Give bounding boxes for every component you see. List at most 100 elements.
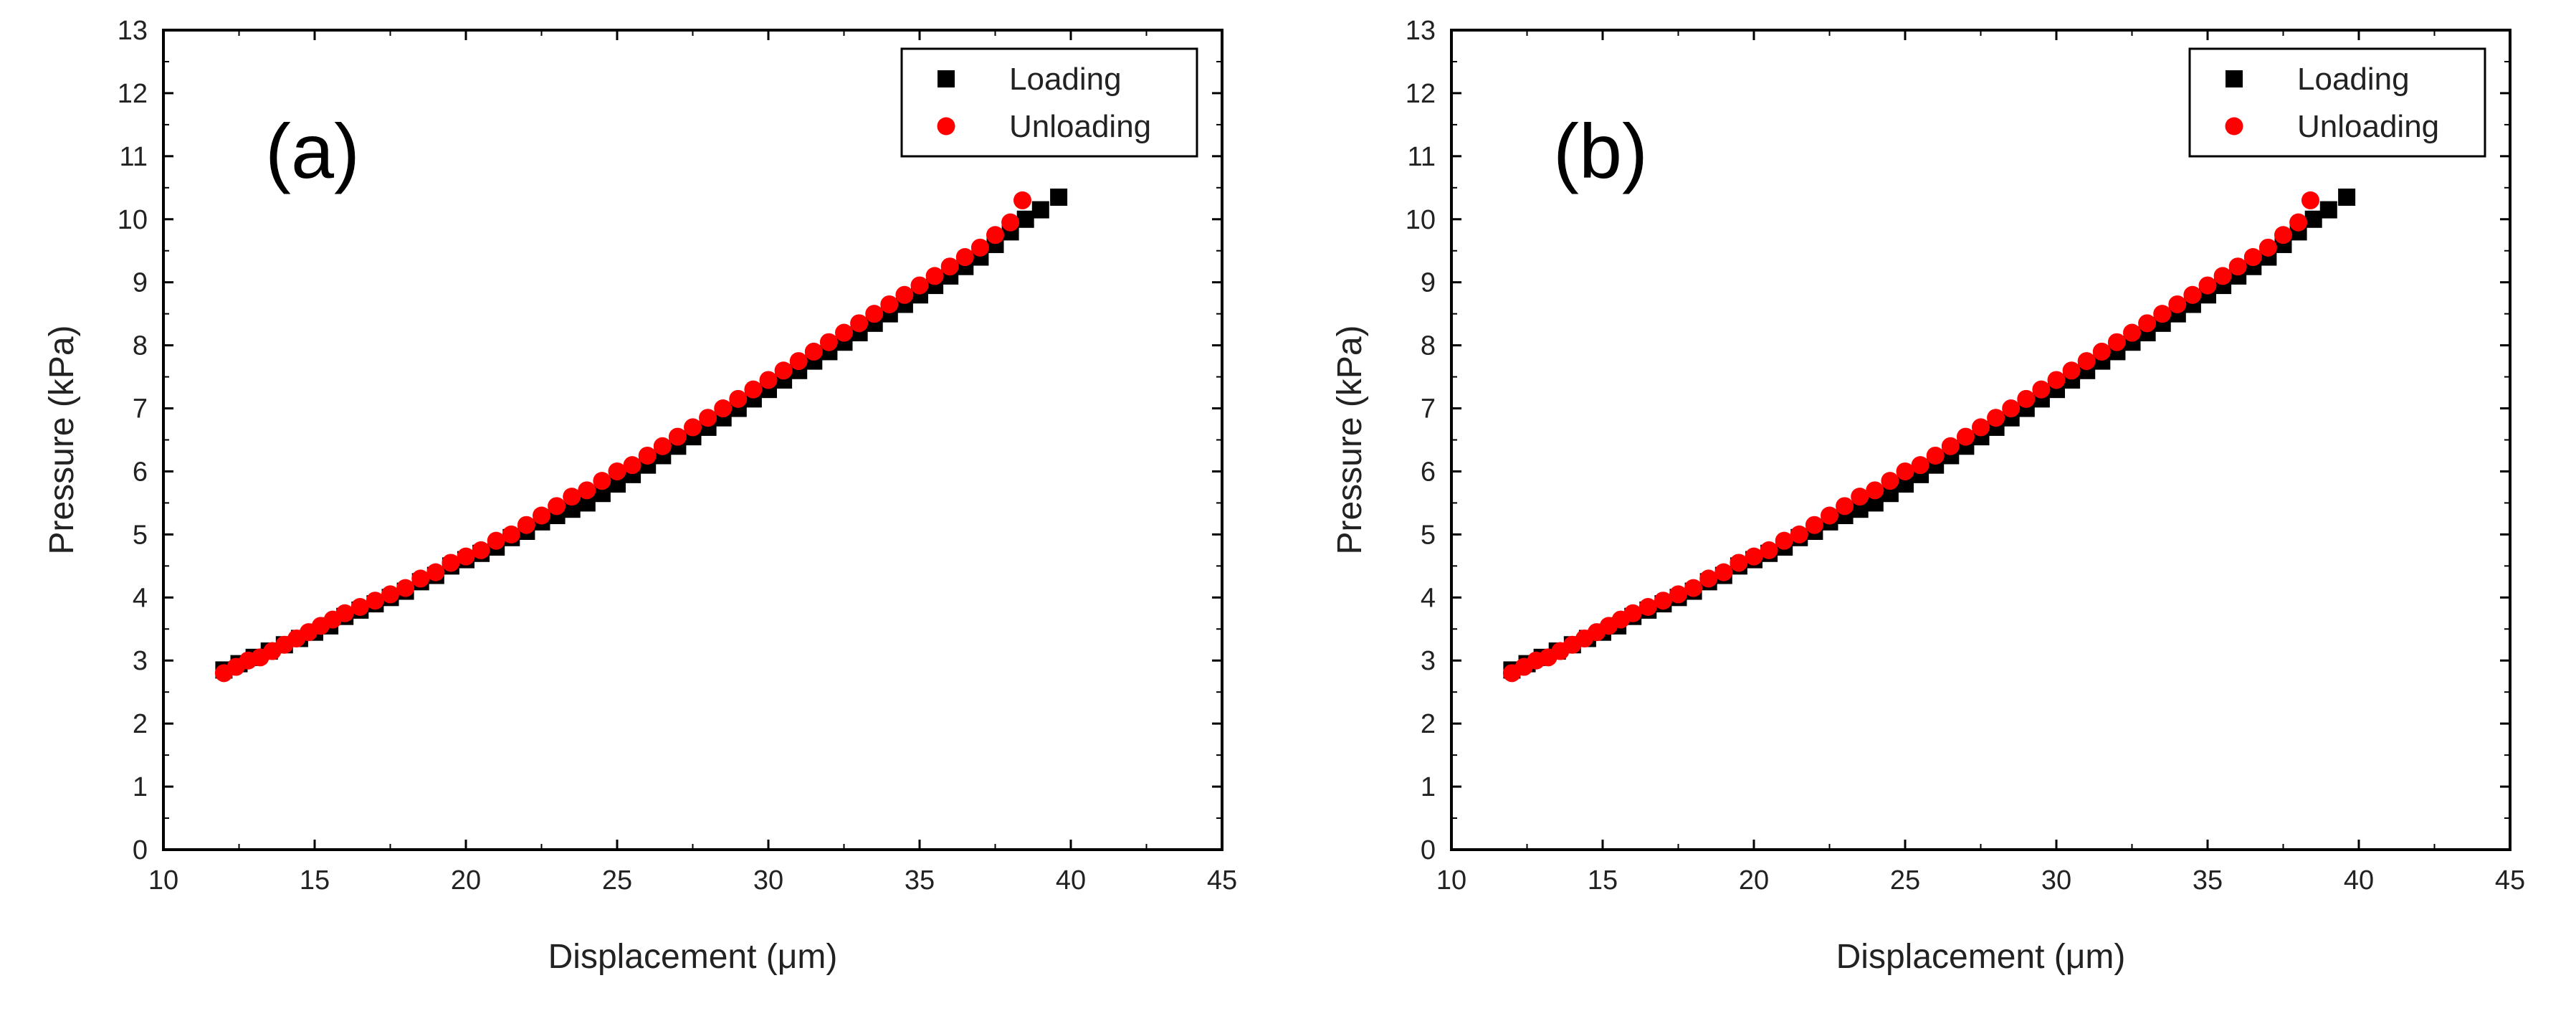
data-point-unloading [1745, 547, 1763, 566]
y-axis-title: Pressure (kPa) [43, 325, 81, 554]
data-point-unloading [774, 361, 793, 380]
legend-box [2188, 47, 2486, 158]
legend-label-loading: Loading [2297, 62, 2410, 97]
data-point-unloading [789, 352, 808, 371]
data-point-unloading [2289, 213, 2308, 232]
data-point-unloading [1013, 191, 1031, 209]
data-point-unloading [714, 399, 733, 418]
y-tick-label: 8 [133, 331, 148, 361]
data-point-unloading [653, 437, 672, 455]
x-tick-label: 25 [1890, 865, 1920, 896]
data-point-unloading [442, 554, 460, 572]
y-tick-label: 10 [118, 205, 148, 235]
x-axis-title: Displacement (μm) [1836, 938, 2126, 976]
data-point-unloading [2138, 314, 2157, 333]
data-point-unloading [2123, 323, 2141, 342]
data-point-unloading [548, 497, 566, 516]
y-tick-label: 3 [1421, 646, 1436, 676]
data-point-unloading [1911, 456, 1929, 475]
legend-marker-loading [2226, 70, 2243, 87]
data-point-unloading [1001, 213, 1020, 232]
data-point-unloading [2047, 371, 2066, 389]
data-point-unloading [1714, 563, 1733, 581]
data-point-unloading [2062, 361, 2081, 380]
data-point-unloading [578, 481, 596, 500]
data-point-unloading [759, 371, 778, 389]
legend-box [900, 47, 1198, 158]
data-point-unloading [1836, 497, 1854, 516]
y-tick-label: 1 [1421, 772, 1436, 802]
x-tick-label: 30 [753, 865, 783, 896]
x-tick-label: 15 [300, 865, 330, 896]
data-point-unloading [487, 531, 505, 550]
data-point-unloading [2168, 295, 2187, 313]
data-point-loading [1050, 188, 1068, 206]
data-point-unloading [381, 585, 399, 604]
data-point-unloading [835, 323, 853, 342]
data-point-unloading [411, 569, 430, 588]
y-tick-label: 2 [1421, 709, 1436, 739]
y-tick-label: 6 [133, 457, 148, 487]
data-point-unloading [2228, 257, 2247, 276]
data-point-unloading [2077, 352, 2096, 371]
panel-label: (a) [265, 108, 360, 194]
y-tick-label: 7 [1421, 394, 1436, 424]
y-axis-title: Pressure (kPa) [1331, 325, 1369, 554]
data-point-loading [2338, 188, 2356, 206]
data-point-unloading [804, 342, 823, 361]
data-point-unloading [1987, 409, 2005, 427]
data-point-unloading [457, 547, 475, 566]
data-point-unloading [1790, 525, 1808, 543]
data-point-unloading [1760, 541, 1778, 559]
data-point-unloading [1941, 437, 1960, 455]
x-tick-label: 20 [1739, 865, 1769, 896]
y-tick-label: 5 [133, 520, 148, 550]
data-point-unloading [366, 592, 384, 610]
y-tick-label: 0 [1421, 835, 1436, 865]
y-tick-label: 1 [133, 772, 148, 802]
legend-marker-unloading [937, 117, 955, 136]
data-point-unloading [1623, 604, 1642, 622]
y-tick-label: 3 [133, 646, 148, 676]
x-tick-label: 10 [148, 865, 178, 896]
data-point-unloading [517, 516, 535, 534]
data-point-unloading [1699, 569, 1718, 588]
data-point-unloading [1881, 472, 1899, 490]
data-point-unloading [2017, 389, 2036, 408]
y-tick-label: 5 [1421, 520, 1436, 550]
data-point-unloading [396, 579, 415, 597]
data-point-unloading [638, 446, 657, 465]
panel-label: (b) [1553, 108, 1648, 194]
data-point-unloading [335, 604, 354, 622]
data-point-unloading [744, 380, 763, 399]
legend-label-unloading: Unloading [2297, 109, 2439, 144]
data-point-unloading [910, 276, 929, 295]
data-point-unloading [1805, 516, 1823, 534]
y-tick-label: 0 [133, 835, 148, 865]
data-point-unloading [502, 525, 520, 543]
data-point-unloading [623, 456, 641, 475]
x-tick-label: 45 [1207, 865, 1237, 896]
y-tick-label: 13 [1406, 16, 1436, 46]
data-point-unloading [2032, 380, 2051, 399]
data-point-unloading [1866, 481, 1884, 500]
y-tick-label: 7 [133, 394, 148, 424]
legend-marker-unloading [2225, 117, 2243, 136]
y-tick-label: 10 [1406, 205, 1436, 235]
legend-label-loading: Loading [1009, 62, 1122, 97]
data-point-unloading [2258, 238, 2277, 257]
data-point-unloading [1669, 585, 1687, 604]
y-tick-label: 6 [1421, 457, 1436, 487]
x-tick-label: 30 [2041, 865, 2071, 896]
data-point-unloading [1896, 462, 1914, 480]
data-point-unloading [472, 541, 490, 559]
data-point-unloading [563, 488, 581, 506]
data-point-unloading [1851, 488, 1869, 506]
data-point-loading [1016, 210, 1034, 228]
data-point-unloading [1775, 531, 1793, 550]
x-tick-label: 15 [1588, 865, 1618, 896]
data-point-unloading [1972, 418, 1990, 437]
x-axis-title: Displacement (μm) [548, 938, 838, 976]
y-tick-label: 13 [118, 16, 148, 46]
